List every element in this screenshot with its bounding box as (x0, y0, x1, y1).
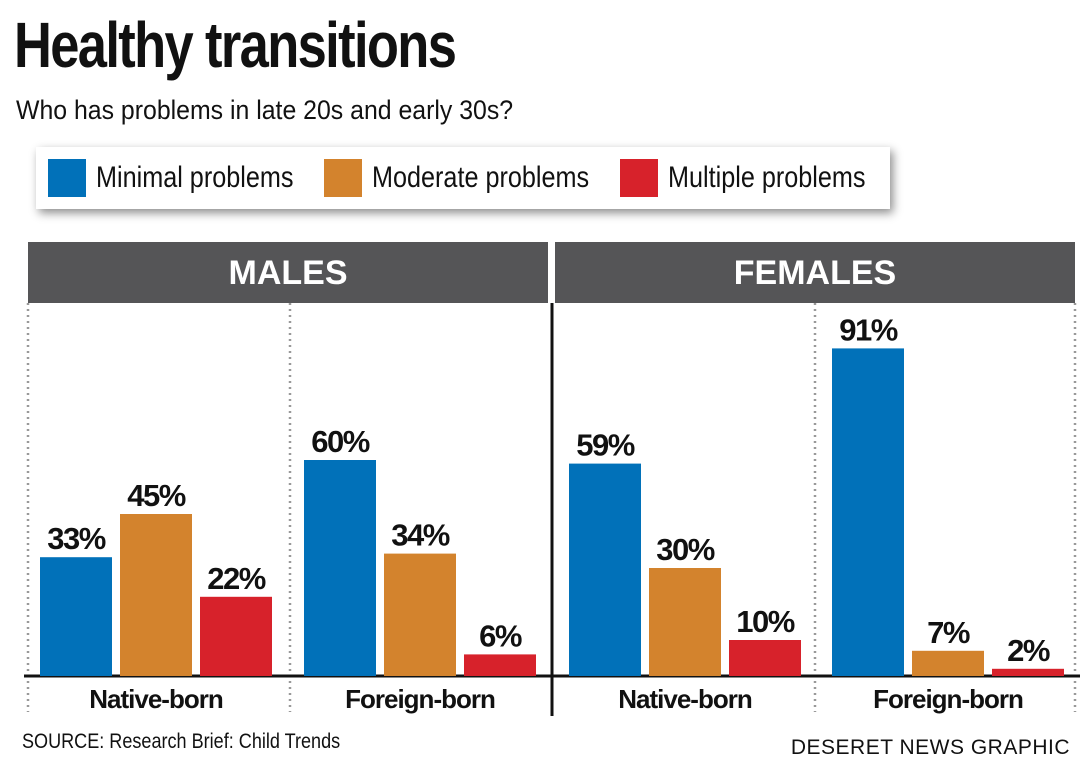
legend-label-moderate: Moderate problems (372, 161, 590, 194)
value-label-males-foreign-born-s2: 6% (479, 618, 522, 653)
value-label-females-native-born-s2: 10% (736, 604, 794, 639)
category-label-males-native-born: Native-born (89, 684, 223, 714)
bar-females-foreign-born-s0 (832, 348, 904, 676)
source-note: SOURCE: Research Brief: Child Trends (22, 730, 341, 753)
bar-females-native-born-s0 (569, 463, 641, 676)
value-label-males-native-born-s0: 33% (47, 521, 105, 556)
category-label-males-foreign-born: Foreign-born (345, 684, 495, 714)
bar-males-native-born-s0 (40, 557, 112, 676)
chart-title: Healthy transitions (14, 9, 457, 81)
value-label-females-foreign-born-s0: 91% (839, 312, 897, 347)
legend-swatch-moderate (324, 159, 362, 197)
category-label-females-native-born: Native-born (618, 684, 752, 714)
panel-header-females (555, 242, 1075, 303)
value-label-males-native-born-s1: 45% (127, 478, 185, 513)
bar-females-native-born-s2 (729, 640, 801, 676)
panel-title-females: FEMALES (734, 254, 896, 292)
value-label-males-foreign-born-s1: 34% (391, 518, 449, 553)
bar-females-foreign-born-s1 (912, 650, 984, 676)
value-label-females-foreign-born-s1: 7% (927, 615, 970, 650)
category-label-females-foreign-born: Foreign-born (873, 684, 1023, 714)
panel-header-males (28, 242, 548, 303)
legend-item-minimal: Minimal problems (48, 147, 331, 209)
legend-item-multiple: Multiple problems (620, 147, 903, 209)
legend: Minimal problems Moderate problems Multi… (36, 147, 890, 209)
legend-swatch-minimal (48, 159, 86, 197)
value-label-males-native-born-s2: 22% (207, 561, 265, 596)
bar-males-native-born-s2 (200, 596, 272, 676)
value-label-females-native-born-s0: 59% (576, 428, 634, 463)
legend-label-minimal: Minimal problems (96, 161, 294, 194)
graphic-credit: DESERET NEWS GRAPHIC (790, 736, 1070, 759)
panel-title-males: MALES (229, 254, 348, 292)
bar-females-native-born-s1 (649, 568, 721, 676)
bar-males-foreign-born-s1 (384, 553, 456, 676)
bar-males-foreign-born-s0 (304, 460, 376, 676)
value-label-females-native-born-s1: 30% (656, 532, 714, 567)
legend-label-multiple: Multiple problems (668, 161, 866, 194)
legend-item-moderate: Moderate problems (324, 147, 630, 209)
legend-swatch-multiple (620, 159, 658, 197)
value-label-males-foreign-born-s0: 60% (311, 424, 369, 459)
value-label-females-foreign-born-s2: 2% (1007, 633, 1050, 668)
bar-males-native-born-s1 (120, 514, 192, 676)
chart-subtitle: Who has problems in late 20s and early 3… (16, 95, 514, 125)
bar-females-foreign-born-s2 (992, 668, 1064, 676)
bar-males-foreign-born-s2 (464, 654, 536, 676)
